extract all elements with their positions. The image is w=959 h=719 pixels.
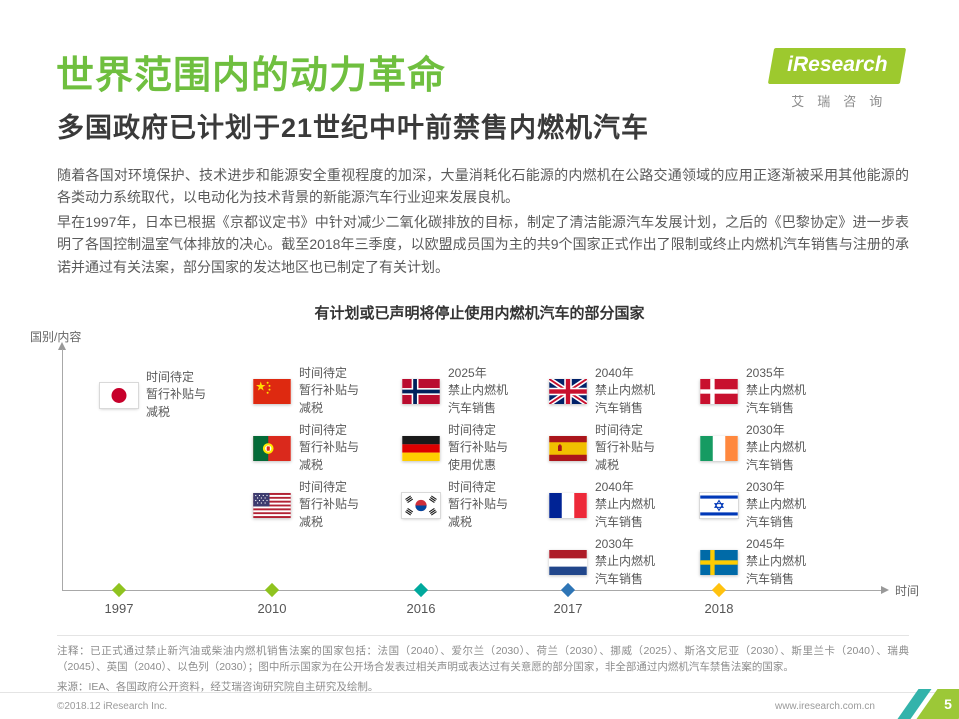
entry-time: 2030年 xyxy=(746,479,785,494)
chart-entry-south-korea: 时间待定 暂行补贴与减税 xyxy=(401,478,511,532)
spain-flag-icon xyxy=(549,435,587,461)
uk-flag-icon xyxy=(547,376,589,406)
entry-policy: 禁止内燃机汽车销售 xyxy=(746,383,807,415)
entry-policy: 禁止内燃机汽车销售 xyxy=(746,440,807,472)
entry-time: 时间待定 xyxy=(299,365,348,380)
entry-policy: 禁止内燃机汽车销售 xyxy=(595,554,656,586)
note-text: 注释：已正式通过禁止新汽油或柴油内燃机销售法案的国家包括：法国（2040）、爱尔… xyxy=(57,645,909,674)
entry-policy: 禁止内燃机汽车销售 xyxy=(595,383,656,415)
year-label-2018: 2018 xyxy=(704,601,734,616)
website-text: www.iresearch.com.cn xyxy=(774,701,875,712)
china-flag-icon xyxy=(253,378,291,404)
year-label-1997: 1997 xyxy=(104,601,134,616)
year-label-2016: 2016 xyxy=(406,601,436,616)
chart-entry-japan: 时间待定 暂行补贴与减税 xyxy=(99,368,209,422)
chart-title: 有计划或已声明将停止使用内燃机汽车的部分国家 xyxy=(314,305,645,322)
israel-flag-icon xyxy=(699,491,739,519)
portugal-flag-icon xyxy=(253,435,291,461)
page-number: 5 xyxy=(944,696,952,712)
chart-entry-spain: 时间待定 暂行补贴与减税 xyxy=(549,421,658,475)
japan-flag-icon xyxy=(99,381,139,409)
chart-entry-germany: 时间待定 暂行补贴与使用优惠 xyxy=(402,421,511,475)
x-axis-arrow-icon xyxy=(881,586,889,594)
ireland-flag-icon xyxy=(700,435,738,461)
page-title: 世界范围内的动力革命 xyxy=(56,55,447,97)
y-axis-line xyxy=(62,349,63,590)
chart-entry-france: 2040年 禁止内燃机汽车销售 xyxy=(549,478,658,532)
year-label-2017: 2017 xyxy=(553,601,583,616)
entry-policy: 暂行补贴与减税 xyxy=(299,383,360,415)
notes-block: 注释：已正式通过禁止新汽油或柴油内燃机销售法案的国家包括：法国（2040）、爱尔… xyxy=(57,635,909,695)
chart-entry-denmark: 2035年 禁止内燃机汽车销售 xyxy=(700,364,809,418)
intro-text: 随着各国对环境保护、技术进步和能源安全重视程度的加深，大量消耗化石能源的内燃机在… xyxy=(57,164,909,278)
chart-entry-portugal: 时间待定 暂行补贴与减税 xyxy=(253,421,362,475)
germany-flag-icon xyxy=(402,435,440,461)
timeline-marker-1997 xyxy=(111,582,127,598)
entry-policy: 暂行补贴与减税 xyxy=(595,440,656,472)
chart-entry-israel: 2030年 禁止内燃机汽车销售 xyxy=(699,478,809,532)
x-axis-line xyxy=(62,590,882,591)
intro-paragraph-2: 早在1997年，日本已根据《京都议定书》中针对减少二氧化碳排放的目标，制定了清洁… xyxy=(57,213,909,275)
sweden-flag-icon xyxy=(700,549,738,575)
entry-policy: 暂行补贴与减税 xyxy=(299,440,360,472)
iresearch-logo-ribbon: iResearch xyxy=(767,48,907,84)
timeline-marker-2016 xyxy=(413,582,429,598)
year-label-2010: 2010 xyxy=(257,601,287,616)
entry-time: 2030年 xyxy=(595,536,634,551)
entry-time: 2045年 xyxy=(746,536,785,551)
iresearch-logo: iResearch 艾瑞咨询 xyxy=(767,48,907,110)
entry-policy: 暂行补贴与使用优惠 xyxy=(448,440,509,472)
entry-time: 时间待定 xyxy=(448,422,497,437)
chart-entry-ireland: 2030年 禁止内燃机汽车销售 xyxy=(700,421,809,475)
chart-entry-norway: 2025年 禁止内燃机汽车销售 xyxy=(402,364,511,418)
entry-policy: 禁止内燃机汽车销售 xyxy=(595,497,656,529)
entry-policy: 暂行补贴与减税 xyxy=(146,387,207,419)
entry-time: 2025年 xyxy=(448,365,487,380)
page-subtitle: 多国政府已计划于21世纪中叶前禁售内燃机汽车 xyxy=(57,113,650,143)
y-axis-arrow-icon xyxy=(58,342,66,350)
chart-entry-netherlands: 2030年 禁止内燃机汽车销售 xyxy=(549,535,658,589)
entry-time: 2030年 xyxy=(746,422,785,437)
entry-time: 2040年 xyxy=(595,479,634,494)
x-axis-label: 时间 xyxy=(895,584,920,598)
y-axis-label: 国别/内容 xyxy=(30,330,82,344)
entry-time: 时间待定 xyxy=(448,479,497,494)
copyright-text: ©2018.12 iResearch Inc. xyxy=(57,701,168,712)
entry-time: 时间待定 xyxy=(146,369,195,384)
denmark-flag-icon xyxy=(700,378,738,404)
entry-time: 2035年 xyxy=(746,365,785,380)
france-flag-icon xyxy=(549,492,587,518)
page-footer: ©2018.12 iResearch Inc. www.iresearch.co… xyxy=(0,692,959,719)
south-korea-flag-icon xyxy=(401,491,441,519)
chart-entry-uk: 2040年 禁止内燃机汽车销售 xyxy=(547,364,658,418)
intro-paragraph-1: 随着各国对环境保护、技术进步和能源安全重视程度的加深，大量消耗化石能源的内燃机在… xyxy=(57,167,909,206)
entry-policy: 禁止内燃机汽车销售 xyxy=(746,497,807,529)
chart-entry-sweden: 2045年 禁止内燃机汽车销售 xyxy=(700,535,809,589)
page-corner-decoration: 5 xyxy=(889,689,959,719)
entry-policy: 暂行补贴与减税 xyxy=(448,497,509,529)
entry-policy: 禁止内燃机汽车销售 xyxy=(746,554,807,586)
chart-entry-usa: 时间待定 暂行补贴与减税 xyxy=(253,478,362,532)
usa-flag-icon xyxy=(253,492,291,518)
entry-policy: 暂行补贴与减税 xyxy=(299,497,360,529)
entry-time: 时间待定 xyxy=(595,422,644,437)
netherlands-flag-icon xyxy=(549,549,587,575)
entry-time: 时间待定 xyxy=(299,479,348,494)
timeline-marker-2010 xyxy=(264,582,280,598)
entry-time: 2040年 xyxy=(595,365,634,380)
norway-flag-icon xyxy=(402,378,440,404)
logo-subtext: 艾瑞咨询 xyxy=(791,94,896,109)
logo-text: iResearch xyxy=(786,53,888,76)
entry-time: 时间待定 xyxy=(299,422,348,437)
chart-entry-china: 时间待定 暂行补贴与减税 xyxy=(253,364,362,418)
source-text: 来源：IEA、各国政府公开资料，经艾瑞咨询研究院自主研究及绘制。 xyxy=(57,680,379,693)
entry-policy: 禁止内燃机汽车销售 xyxy=(448,383,509,415)
